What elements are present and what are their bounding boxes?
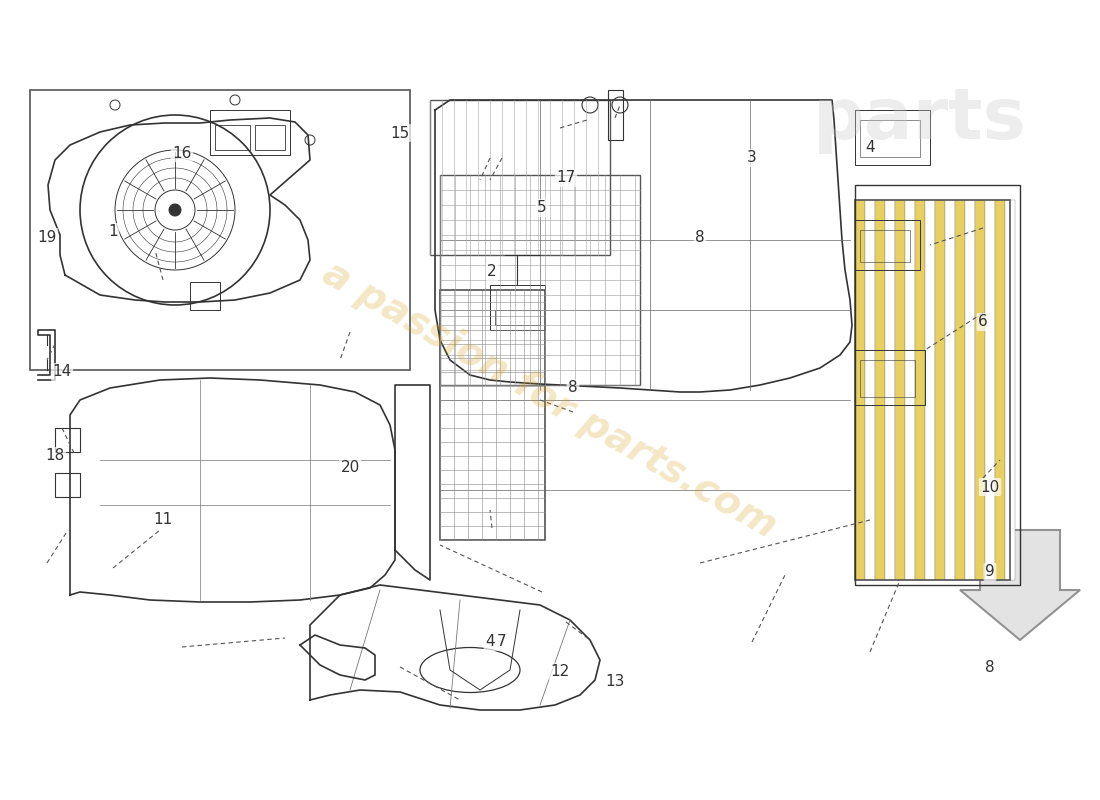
Bar [440,290,544,540]
Text: 13: 13 [605,674,625,690]
Text: 8: 8 [695,230,705,245]
Text: 9: 9 [986,565,994,579]
Bar [915,200,925,580]
Bar [430,100,610,255]
Bar [860,360,915,397]
Text: 15: 15 [390,126,409,141]
Bar [855,200,865,580]
Text: 18: 18 [45,449,65,463]
Bar [214,125,250,150]
Text: a passion for parts.com: a passion for parts.com [317,254,783,546]
Bar [55,473,80,497]
Bar [895,200,905,580]
Text: 10: 10 [980,479,1000,494]
Bar [855,220,920,270]
Bar [860,120,920,157]
Bar [255,125,285,150]
Text: 8: 8 [569,381,578,395]
Text: 3: 3 [747,150,757,166]
Bar [996,200,1005,580]
Bar [608,90,623,140]
Text: 6: 6 [978,314,988,330]
Bar [984,200,996,580]
Bar [955,200,965,580]
Bar [855,350,925,405]
Bar [975,200,984,580]
Text: 8: 8 [986,661,994,675]
Bar [190,282,220,310]
Bar [935,200,945,580]
Text: 7: 7 [497,634,507,650]
Bar [1005,200,1015,580]
Text: 12: 12 [550,665,570,679]
Bar [945,200,955,580]
Text: 4: 4 [485,634,495,650]
Bar [855,185,1020,585]
Text: 19: 19 [37,230,57,245]
Bar [55,428,80,452]
Bar [210,110,290,155]
Bar [874,200,886,580]
Text: 5: 5 [537,201,547,215]
Bar [490,285,544,330]
Text: 4: 4 [866,141,874,155]
Text: 14: 14 [53,365,72,379]
Bar [865,200,874,580]
Bar [860,230,910,262]
Bar [905,200,915,580]
Text: 17: 17 [557,170,575,186]
Text: parts: parts [813,86,1026,154]
Bar [495,310,540,325]
Bar [886,200,895,580]
Bar [855,110,930,165]
Bar [855,200,1010,580]
Bar [965,200,975,580]
Polygon shape [960,530,1080,640]
Text: 20: 20 [340,461,360,475]
Text: 2: 2 [487,265,497,279]
Text: 16: 16 [173,146,191,161]
Circle shape [169,204,182,216]
Text: 1: 1 [108,225,118,239]
Text: 11: 11 [153,513,173,527]
Bar [30,90,410,370]
Bar [925,200,935,580]
Bar [440,175,640,385]
